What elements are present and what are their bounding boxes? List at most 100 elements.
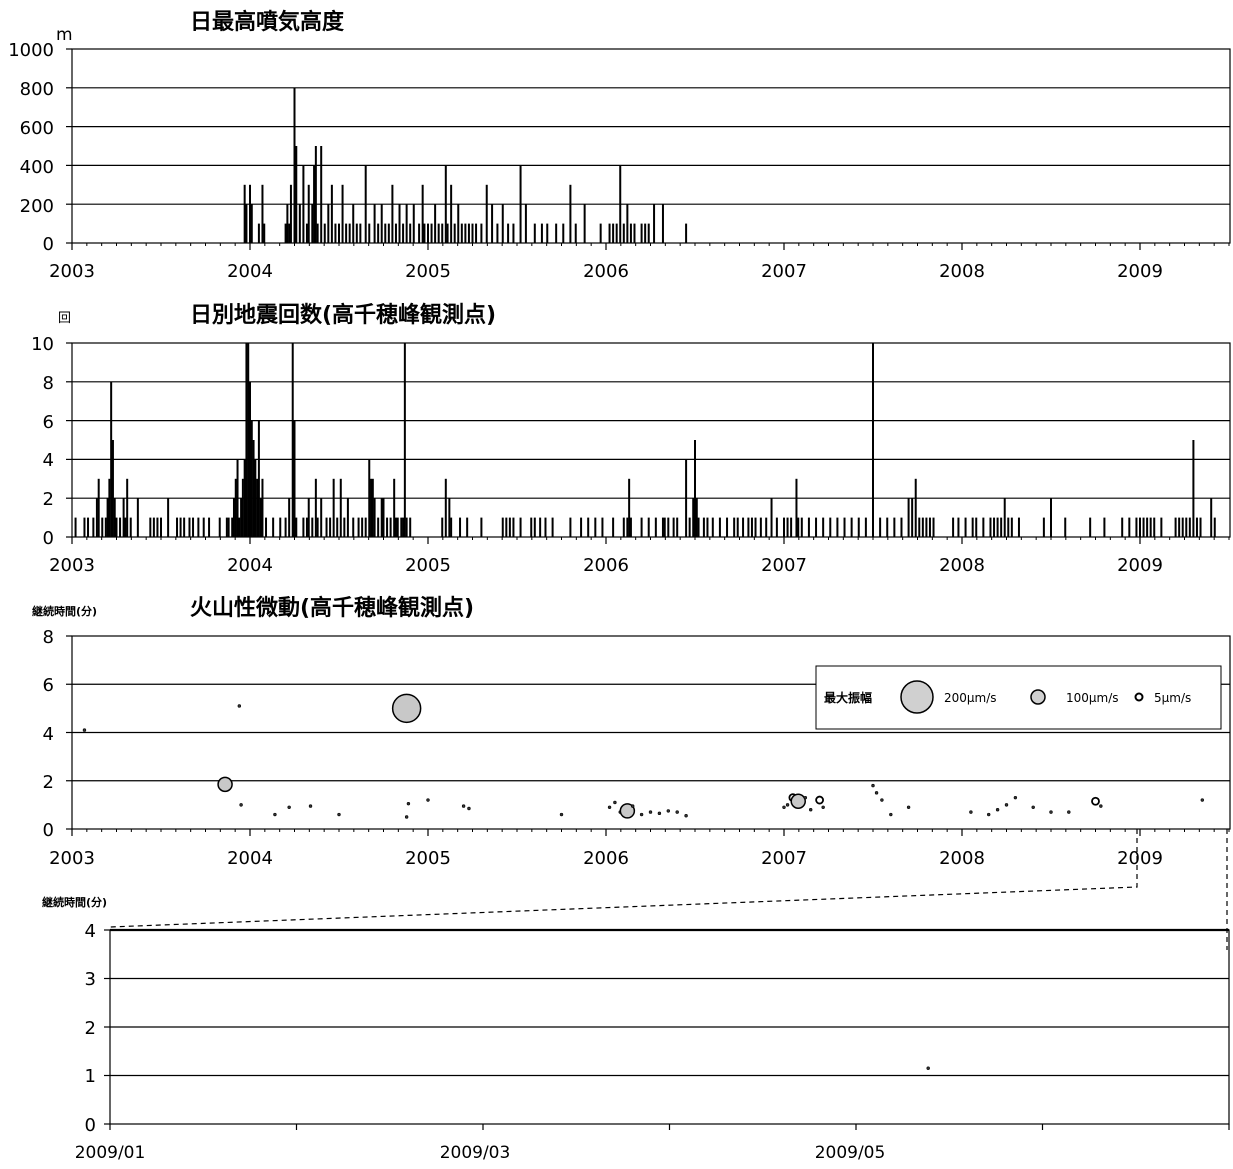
- data-bar: [612, 517, 615, 537]
- data-bar: [726, 517, 729, 537]
- earthquake-count-ytick-2: 2: [43, 489, 54, 510]
- data-bar: [628, 478, 631, 537]
- data-bar: [256, 478, 259, 537]
- data-bar: [188, 517, 191, 537]
- data-bar: [925, 517, 928, 537]
- data-bar: [245, 204, 248, 243]
- tremor-point: [619, 803, 636, 819]
- data-bar: [1192, 440, 1195, 537]
- plume-height-ytick-400: 400: [20, 157, 54, 178]
- data-bar: [314, 146, 317, 243]
- tremor-point: [337, 812, 341, 817]
- data-bar: [316, 517, 319, 537]
- data-bar: [850, 517, 853, 537]
- tremor-2009-tick-marks: [109, 1124, 1230, 1130]
- tremor-point: [785, 803, 790, 807]
- data-bar: [676, 517, 679, 537]
- data-bar: [343, 517, 346, 537]
- plume-height-xtick-2008: 2008: [939, 261, 985, 282]
- data-bar: [444, 165, 447, 243]
- data-bar: [272, 517, 275, 537]
- data-bar: [97, 478, 100, 537]
- data-bar: [259, 498, 262, 537]
- tremor-point: [391, 693, 422, 724]
- data-bar: [305, 517, 308, 537]
- data-bar: [857, 517, 860, 537]
- earthquake-count-xtick-2003: 2003: [49, 555, 95, 576]
- data-bar: [402, 517, 405, 537]
- data-bar: [1042, 517, 1045, 537]
- data-bar: [291, 343, 294, 537]
- data-bar: [279, 517, 282, 537]
- earthquake-count-ytick-8: 8: [43, 373, 54, 394]
- data-bar: [480, 517, 483, 537]
- data-bar: [227, 517, 230, 537]
- data-bar: [697, 517, 700, 537]
- earthquake-count-ytick-0: 0: [43, 528, 54, 549]
- data-bar: [505, 517, 508, 537]
- data-bar: [448, 498, 451, 537]
- tremor-point: [287, 805, 291, 809]
- data-bar: [325, 517, 328, 537]
- data-bar: [1000, 517, 1003, 537]
- data-bar: [864, 517, 867, 537]
- earthquake-count-ytick-4: 4: [43, 450, 54, 471]
- tremor-point: [871, 783, 875, 788]
- tremor-points: [82, 693, 1205, 819]
- tremor-point: [1099, 804, 1103, 808]
- data-bar: [464, 223, 467, 243]
- data-bar: [254, 459, 257, 537]
- data-bar: [1010, 517, 1013, 537]
- data-bar: [533, 223, 536, 243]
- data-bar: [391, 184, 394, 243]
- tremor-ytick-0: 0: [43, 820, 54, 841]
- data-bar: [733, 517, 736, 537]
- data-bar: [971, 517, 974, 537]
- data-bar: [622, 223, 625, 243]
- tremor-2009-xtick-may: 2009/05: [815, 1143, 886, 1163]
- tremor-2009-ytick-2: 2: [85, 1018, 96, 1039]
- plume-height-title: 日最高噴気高度: [190, 9, 345, 35]
- tremor-point: [461, 804, 466, 808]
- earthquake-count-xtick-2004: 2004: [227, 555, 273, 576]
- data-bar: [1174, 517, 1177, 537]
- data-bar: [257, 420, 260, 537]
- data-bar: [685, 459, 688, 537]
- data-bar: [332, 478, 335, 537]
- data-bar: [640, 223, 643, 243]
- tremor-legend-box: [815, 665, 1222, 730]
- tremor-point: [1067, 810, 1071, 814]
- data-bar: [377, 517, 380, 537]
- tremor-point: [815, 795, 824, 805]
- data-bar: [136, 498, 139, 537]
- data-bar: [122, 498, 125, 537]
- data-bar: [615, 223, 618, 243]
- data-bar: [829, 517, 832, 537]
- data-bar: [786, 517, 789, 537]
- data-bar: [706, 517, 709, 537]
- earthquake-count-ytick-6: 6: [43, 412, 54, 433]
- data-bar: [450, 184, 453, 243]
- data-bar: [250, 420, 253, 537]
- data-bar: [313, 165, 316, 243]
- data-bar: [311, 204, 314, 243]
- data-bar: [644, 223, 647, 243]
- data-bar: [1210, 498, 1213, 537]
- data-bar: [1153, 517, 1156, 537]
- data-bar: [101, 517, 104, 537]
- data-bar: [569, 184, 572, 243]
- data-bar: [530, 517, 533, 537]
- data-bar: [952, 517, 955, 537]
- tremor-2009-points: [926, 1066, 930, 1070]
- data-bar: [167, 498, 170, 537]
- data-bar: [403, 343, 406, 537]
- tremor-point: [237, 704, 242, 708]
- data-bar: [491, 204, 494, 243]
- tremor-point: [426, 798, 430, 802]
- tremor-point: [1091, 796, 1100, 806]
- plume-height-ytick-0: 0: [43, 234, 54, 255]
- data-bar: [398, 204, 401, 243]
- data-bar: [320, 498, 323, 537]
- tremor-point: [995, 807, 1000, 812]
- legend-label-200: 200μm/s: [944, 691, 997, 705]
